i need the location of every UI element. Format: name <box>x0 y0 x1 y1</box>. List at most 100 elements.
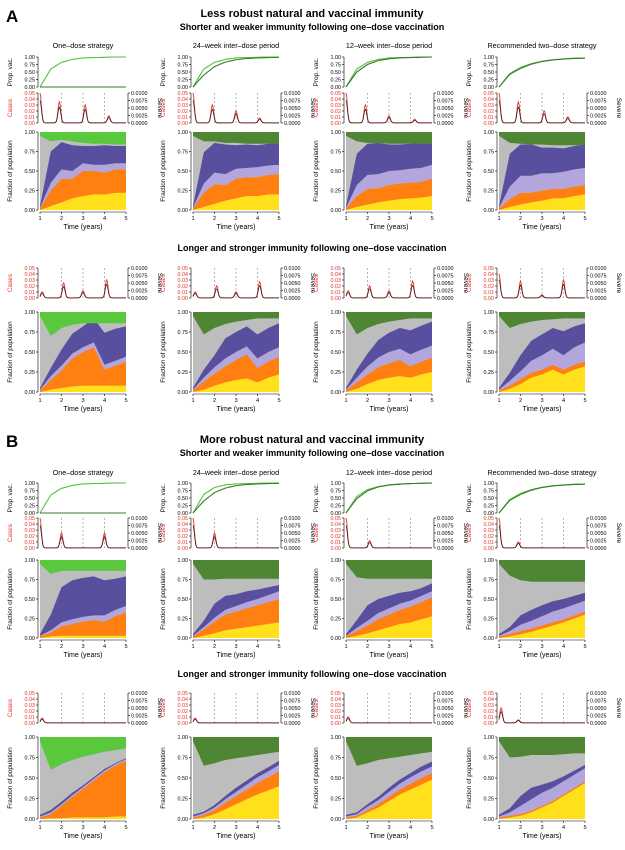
prop-vac-tick-label: 0.50 <box>25 496 36 502</box>
cases-tick-label: 0.05 <box>484 266 495 272</box>
stack-area-recovered-green <box>193 312 279 335</box>
severe-axis-label: Severe <box>156 98 163 119</box>
severe-tick-label: 0.0075 <box>284 699 301 705</box>
prop-vac-tick-label: 0.00 <box>331 85 342 91</box>
severe-axis-label: Severe <box>462 98 469 119</box>
severe-line <box>192 100 279 124</box>
severe-tick-label: 0.0100 <box>437 691 454 697</box>
stack-area-indigo <box>40 318 126 390</box>
time-tick-label: 5 <box>583 825 586 831</box>
severe-tick-label: 0.0100 <box>131 266 148 272</box>
cases-tick-label: 0.02 <box>484 534 495 540</box>
panel-A1-4: Recommended two–dose strategy0.000.250.5… <box>466 41 622 231</box>
cases-axis-label: Cases <box>313 524 320 542</box>
severe-tick-label: 0.0075 <box>131 524 148 530</box>
cases-tick-label: 0.00 <box>25 121 36 127</box>
cases-axis-label: Cases <box>466 274 473 292</box>
panel-A2-4: 0.000.010.020.030.040.050.00000.00250.00… <box>466 266 622 413</box>
time-tick-label: 1 <box>344 644 347 650</box>
cases-tick-label: 0.04 <box>178 522 189 528</box>
severe-tick-label: 0.0025 <box>437 114 454 120</box>
time-tick-label: 2 <box>213 398 216 404</box>
cases-tick-label: 0.04 <box>484 522 495 528</box>
cases-tick-label: 0.02 <box>178 534 189 540</box>
time-axis-label: Time (years) <box>63 224 102 231</box>
time-axis-label: Time (years) <box>63 652 102 659</box>
panel-A1-1: One–dose strategy0.000.250.500.751.00Pro… <box>7 41 163 231</box>
fraction-axis-label: Fraction of population <box>313 140 320 202</box>
time-axis-label: Time (years) <box>216 833 255 840</box>
severe-axis-label: Severe <box>309 98 316 119</box>
stack-area-recovered-green <box>499 737 585 758</box>
time-tick-label: 4 <box>256 825 259 831</box>
severe-tick-label: 0.0000 <box>284 121 301 127</box>
time-tick-label: 3 <box>387 398 390 404</box>
cases-tick-label: 0.05 <box>178 691 189 697</box>
fraction-tick-label: 0.25 <box>331 370 342 376</box>
stack-area-indigo <box>193 323 279 390</box>
time-tick-label: 1 <box>344 825 347 831</box>
panel-A2-2: 0.000.010.020.030.040.050.00000.00250.00… <box>160 266 316 413</box>
column-title: One–dose strategy <box>53 41 114 50</box>
time-tick-label: 1 <box>497 644 500 650</box>
time-tick-label: 4 <box>409 216 412 222</box>
cases-tick-label: 0.04 <box>331 697 342 703</box>
cases-tick-label: 0.01 <box>25 715 36 721</box>
severe-tick-label: 0.0025 <box>131 289 148 295</box>
stack-area-orange <box>499 611 585 638</box>
cases-tick-label: 0.00 <box>484 296 495 302</box>
fraction-tick-label: 0.00 <box>484 208 495 214</box>
fraction-tick-label: 0.75 <box>331 150 342 156</box>
fraction-tick-label: 0.75 <box>178 150 189 156</box>
panel-A1-3: 12–week inter–dose period0.000.250.500.7… <box>313 41 469 231</box>
stack-area-recovered-green <box>193 737 279 766</box>
cases-tick-label: 0.04 <box>484 97 495 103</box>
fraction-tick-label: 0.75 <box>331 330 342 336</box>
prop-vac-axis-label: Prop. vac. <box>466 483 473 512</box>
severe-tick-label: 0.0025 <box>131 714 148 720</box>
stack-area-orange <box>193 354 279 392</box>
stack-area-lavender <box>40 759 126 818</box>
time-tick-label: 1 <box>344 216 347 222</box>
cases-axis-label: Cases <box>160 524 167 542</box>
time-tick-label: 3 <box>234 398 237 404</box>
stack-area-recovered-green <box>499 312 585 328</box>
stack-area-orange <box>40 760 126 819</box>
cases-tick-label: 0.00 <box>331 546 342 552</box>
stack-area-yellow <box>40 385 126 392</box>
cases-tick-label: 0.00 <box>178 546 189 552</box>
fraction-tick-label: 0.50 <box>484 169 495 175</box>
severe-tick-label: 0.0075 <box>131 699 148 705</box>
time-tick-label: 3 <box>81 825 84 831</box>
fraction-tick-label: 0.50 <box>178 597 189 603</box>
severe-axis-label: Severe <box>309 523 316 544</box>
cases-tick-label: 0.05 <box>331 91 342 97</box>
fraction-tick-label: 0.75 <box>484 578 495 584</box>
cases-tick-label: 0.05 <box>25 516 36 522</box>
fraction-axis-label: Fraction of population <box>313 321 320 383</box>
cases-tick-label: 0.01 <box>331 540 342 546</box>
panel-A1-2: 24–week inter–dose period0.000.250.500.7… <box>160 41 316 231</box>
fraction-tick-label: 0.25 <box>331 617 342 623</box>
time-tick-label: 2 <box>213 644 216 650</box>
severe-tick-label: 0.0100 <box>590 691 607 697</box>
fraction-tick-label: 1.00 <box>484 735 495 741</box>
severe-tick-label: 0.0100 <box>590 516 607 522</box>
cases-tick-label: 0.02 <box>178 109 189 115</box>
severe-tick-label: 0.0025 <box>437 289 454 295</box>
panel-B1-3: 12–week inter–dose period0.000.250.500.7… <box>313 468 469 659</box>
stack-area-yellow <box>499 194 585 210</box>
prop-vac-tick-label: 0.75 <box>484 63 495 69</box>
stack-area-recovered-green <box>346 132 432 144</box>
severe-tick-label: 0.0075 <box>284 99 301 105</box>
cases-axis-label: Cases <box>313 274 320 292</box>
stack-area-indigo <box>346 321 432 390</box>
fraction-tick-label: 1.00 <box>25 130 36 136</box>
stack-area-recovered-green <box>40 132 126 145</box>
fraction-tick-label: 0.25 <box>25 189 36 195</box>
stack-area-indigo <box>346 761 432 817</box>
vaccination-line-two-dose <box>192 482 280 514</box>
fraction-tick-label: 0.25 <box>178 797 189 803</box>
cases-axis-label: Cases <box>466 99 473 117</box>
